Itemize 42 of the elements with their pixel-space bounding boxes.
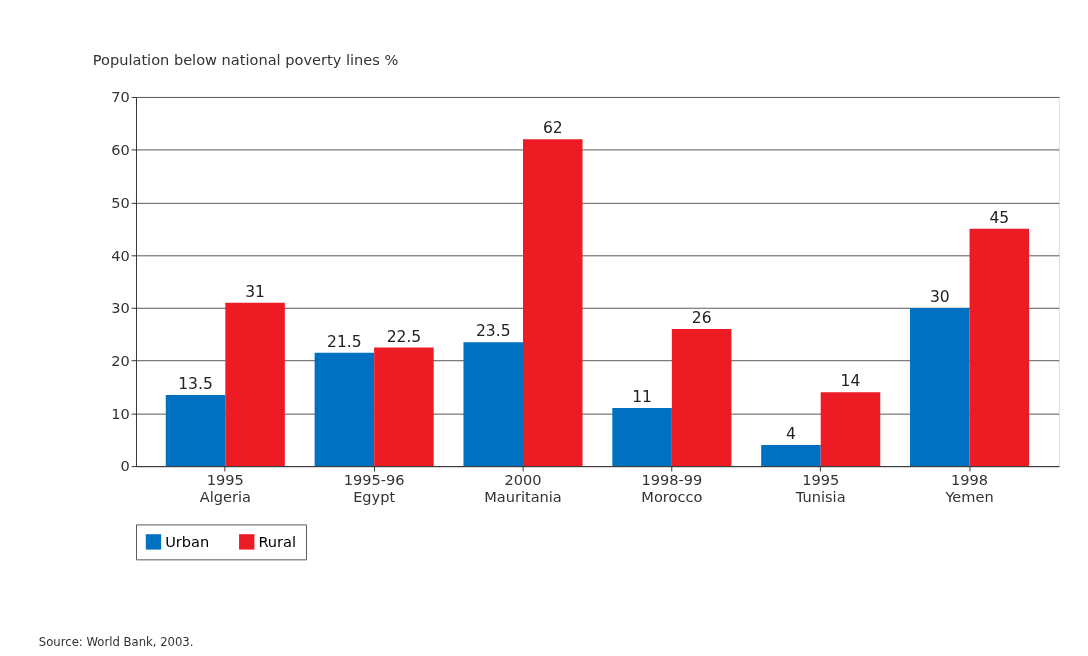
bar [612, 408, 672, 467]
bar [969, 228, 1030, 467]
data-label: 31 [245, 282, 265, 301]
bar [820, 392, 881, 467]
data-label: 45 [989, 208, 1010, 227]
data-label: 13.5 [178, 375, 213, 394]
data-label: 21.5 [327, 332, 362, 351]
y-tick-label: 10 [111, 404, 130, 422]
bar [523, 139, 583, 467]
x-tick-label: 1995 Algeria [199, 471, 251, 505]
x-tick-label: 1995 Tunisia [794, 471, 846, 505]
data-label: 30 [929, 288, 950, 307]
y-tick-label: 0 [120, 457, 130, 475]
y-tick-label: 50 [111, 193, 130, 211]
data-label: 23.5 [475, 322, 511, 341]
legend-label: Rural [258, 532, 297, 550]
x-tick-label: 2000 Mauritania [484, 471, 562, 505]
data-label: 22.5 [386, 327, 422, 346]
bar [374, 347, 434, 467]
bar [761, 445, 821, 467]
bar [225, 302, 285, 467]
y-tick-label: 20 [111, 351, 130, 369]
bar [671, 329, 732, 467]
y-axis-title: Population below national poverty lines % [92, 51, 399, 69]
bar [910, 307, 970, 467]
source-note: Source: World Bank, 2003. [38, 635, 194, 650]
x-tick-label: 1998-99 Morocco [641, 471, 703, 505]
bar [165, 394, 226, 467]
y-tick-label: 40 [111, 246, 130, 264]
x-tick-label: 1998 Yemen [944, 471, 994, 505]
data-label: 11 [632, 388, 652, 407]
data-label: 26 [691, 309, 712, 328]
bar [314, 352, 375, 467]
y-tick-label: 70 [111, 88, 130, 106]
y-tick-label: 60 [111, 141, 130, 159]
y-tick-label: 30 [111, 299, 130, 317]
data-label: 4 [785, 425, 796, 444]
legend-label: Urban [165, 532, 210, 550]
bar [463, 342, 523, 467]
data-label: 14 [840, 372, 861, 391]
data-label: 62 [542, 119, 563, 138]
x-tick-label: 1995-96 Egypt [343, 471, 405, 505]
